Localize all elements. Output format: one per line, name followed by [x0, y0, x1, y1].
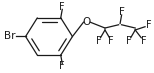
Text: Br: Br: [4, 32, 15, 41]
Text: F: F: [96, 36, 102, 46]
Text: F: F: [119, 7, 125, 17]
Text: F: F: [146, 20, 152, 30]
Text: O: O: [83, 17, 91, 27]
Text: F: F: [126, 36, 132, 46]
Text: F: F: [59, 2, 65, 12]
Text: F: F: [108, 36, 114, 46]
Text: F: F: [59, 61, 65, 71]
Text: F: F: [142, 36, 147, 46]
